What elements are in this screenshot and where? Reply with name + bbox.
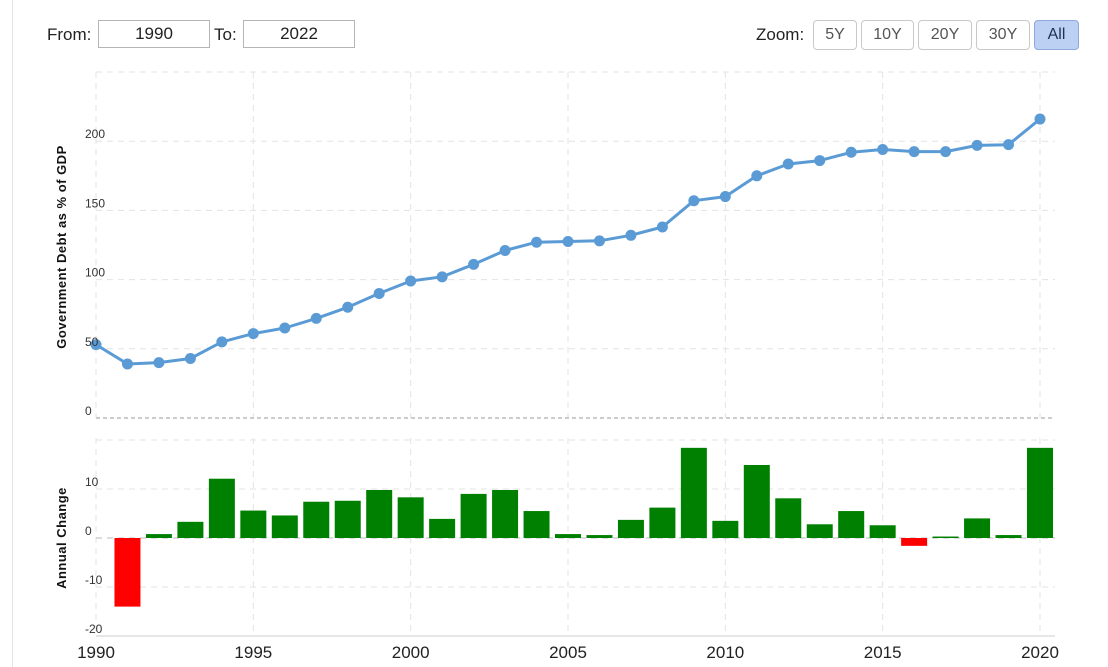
annual-change-bar [523,511,550,538]
x-axis-labels: 1990 1995 2000 2005 2010 2015 2020 [77,643,1059,662]
debt-data-point [499,245,511,257]
annual-change-bar [838,511,865,538]
debt-data-point [216,336,228,348]
annual-change-bar [806,524,833,538]
annual-change-bar [617,519,644,538]
bottom-y-tick-label: 10 [85,475,99,489]
bottom-y-tick-label: -10 [85,573,103,587]
to-date-input[interactable] [243,20,355,48]
debt-data-point [1034,113,1046,125]
debt-data-point [814,155,826,167]
annual-change-bar [334,500,361,538]
debt-data-point [971,139,983,151]
annual-change-bars [114,447,1053,607]
debt-data-point [751,170,763,182]
annual-change-bar [586,535,613,538]
debt-data-point [90,339,102,351]
annual-change-bar [240,510,267,538]
bottom-y-axis-title: Annual Change [54,487,69,589]
debt-data-point [531,236,543,248]
bottom-y-tick-label: 0 [85,524,92,538]
debt-data-point [1003,139,1015,151]
zoom-5y-button[interactable]: 5Y [813,20,857,50]
annual-change-bar [271,515,298,538]
top-y-axis-title: Government Debt as % of GDP [54,145,69,348]
annual-change-bar [932,536,959,538]
debt-data-point [593,235,605,247]
debt-data-point [688,195,700,207]
debt-data-point [279,322,291,334]
annual-change-bar [901,538,928,546]
top-y-tick-label: 150 [85,196,105,210]
top-y-tick-label: 100 [85,266,105,280]
annual-change-bar [492,489,519,538]
debt-data-point [940,146,952,158]
x-tick-label: 2010 [706,643,744,662]
annual-change-bar [1027,447,1053,538]
annual-change-bar [303,501,330,538]
bottom-y-tick-label: -20 [85,622,103,636]
zoom-all-button[interactable]: All [1034,20,1079,50]
debt-data-point [247,328,259,340]
debt-data-point [625,229,637,241]
debt-data-point [153,357,165,369]
x-tick-label: 1995 [234,643,272,662]
debt-data-point [310,312,322,324]
debt-data-point [562,236,574,248]
annual-change-bar [743,464,770,538]
debt-data-point [845,146,857,158]
zoom-20y-button[interactable]: 20Y [918,20,972,50]
annual-change-bar [869,525,896,538]
annual-change-bar [397,497,424,538]
from-date-input[interactable] [98,20,210,48]
annual-change-bar [964,518,991,538]
annual-change-bar [429,518,456,538]
chart-grid [95,71,1055,637]
annual-change-bar [555,534,581,538]
from-label: From: [47,25,92,44]
annual-change-bar [460,493,487,538]
x-tick-label: 2005 [549,643,587,662]
annual-change-bar [366,489,393,538]
annual-change-bar [145,534,172,538]
annual-change-bar [208,478,235,538]
zoom-10y-button[interactable]: 10Y [861,20,914,50]
debt-data-point [908,146,920,158]
annual-change-bar [712,520,739,538]
debt-data-point [184,352,196,364]
top-y-tick-label: 50 [85,335,99,349]
annual-change-bar [114,538,141,607]
debt-data-point [436,271,448,283]
debt-data-point [373,287,385,299]
debt-data-point [656,221,668,233]
top-y-tick-label: 200 [85,127,105,141]
debt-data-point [342,301,354,313]
zoom-30y-button[interactable]: 30Y [976,20,1030,50]
debt-data-point [782,158,794,170]
zoom-label: Zoom: [756,25,805,44]
debt-data-point [719,191,731,203]
annual-change-bar [775,498,802,538]
debt-data-point [468,258,480,270]
top-y-tick-label: 0 [85,404,92,418]
debt-series-points [90,113,1046,370]
x-tick-label: 2000 [392,643,430,662]
x-tick-label: 2020 [1021,643,1059,662]
left-border [12,0,13,667]
x-tick-label: 2015 [864,643,902,662]
annual-change-bar [680,447,707,538]
debt-data-point [121,358,133,370]
x-tick-label: 1990 [77,643,115,662]
debt-data-point [405,275,417,287]
annual-change-bar [995,535,1022,538]
annual-change-bar [177,521,204,538]
debt-data-point [877,144,889,156]
to-label: To: [214,25,237,44]
annual-change-bar [649,507,676,538]
